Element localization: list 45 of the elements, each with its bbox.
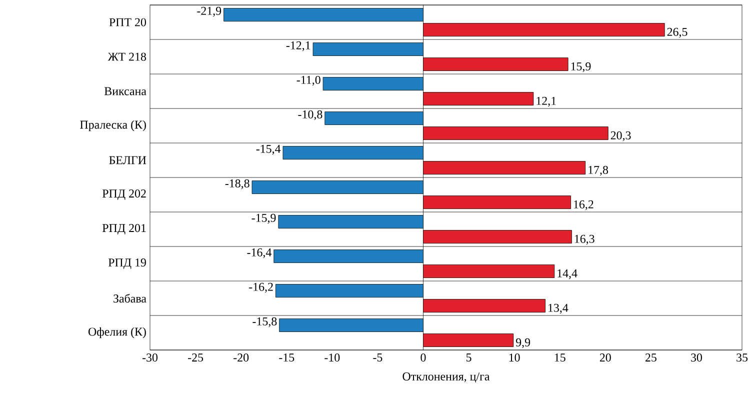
x-tick-label: 30: [691, 354, 702, 362]
data-label: -11,0: [296, 76, 320, 86]
data-label: -15,4: [256, 144, 281, 155]
data-label: -10,8: [298, 110, 322, 120]
data-label: 9,9: [516, 338, 530, 348]
data-label: 12,1: [536, 96, 556, 107]
x-tick-label: -30: [142, 354, 158, 362]
x-tick-label: -20: [234, 354, 249, 362]
y-tick-label: ЖТ 218: [108, 52, 146, 61]
data-label: 16,2: [574, 200, 594, 210]
x-tick-label: -15: [279, 354, 294, 362]
y-tick-label: Пралеска (К): [80, 120, 146, 132]
data-label: 16,3: [574, 234, 594, 245]
y-tick-label: БЕЛГИ: [109, 156, 146, 164]
y-tick-label: Виксана: [104, 87, 146, 96]
x-tick-label: -5: [373, 354, 382, 362]
data-label: -21,9: [197, 6, 222, 17]
data-label: 17,8: [588, 166, 608, 176]
x-tick-label: -25: [188, 354, 204, 362]
y-tick-label: РПТ 20: [109, 18, 146, 26]
data-label: 26,5: [667, 28, 688, 38]
x-tick-label: 25: [645, 354, 656, 362]
data-label: 13,4: [548, 304, 568, 314]
data-label: 15,9: [571, 62, 591, 72]
x-tick-label: 15: [554, 354, 566, 362]
y-tick-label: РПД 202: [102, 190, 146, 200]
x-tick-label: -10: [324, 354, 340, 362]
x-axis-title: Отклонения, ц/га: [402, 372, 490, 383]
x-tick-label: 0: [420, 354, 426, 362]
x-tick-label: 20: [600, 354, 611, 362]
data-label: 14,4: [558, 269, 578, 280]
data-label: -16,4: [247, 248, 272, 258]
data-label: -12,1: [286, 41, 310, 52]
x-tick-label: 5: [466, 354, 472, 362]
data-label: -15,9: [252, 214, 276, 224]
x-tick-label: 10: [509, 354, 520, 362]
x-tick-label: 35: [736, 354, 748, 362]
data-label: 20,3: [610, 131, 631, 142]
y-tick-label: Забава: [114, 294, 146, 303]
data-label: -15,8: [252, 317, 277, 328]
data-label: -16,2: [249, 282, 273, 293]
y-tick-label: РПД 201: [102, 224, 146, 234]
y-tick-label: РПД 19: [108, 258, 146, 269]
data-label: -18,8: [225, 179, 250, 190]
y-tick-label: Офелия (К): [88, 327, 146, 338]
